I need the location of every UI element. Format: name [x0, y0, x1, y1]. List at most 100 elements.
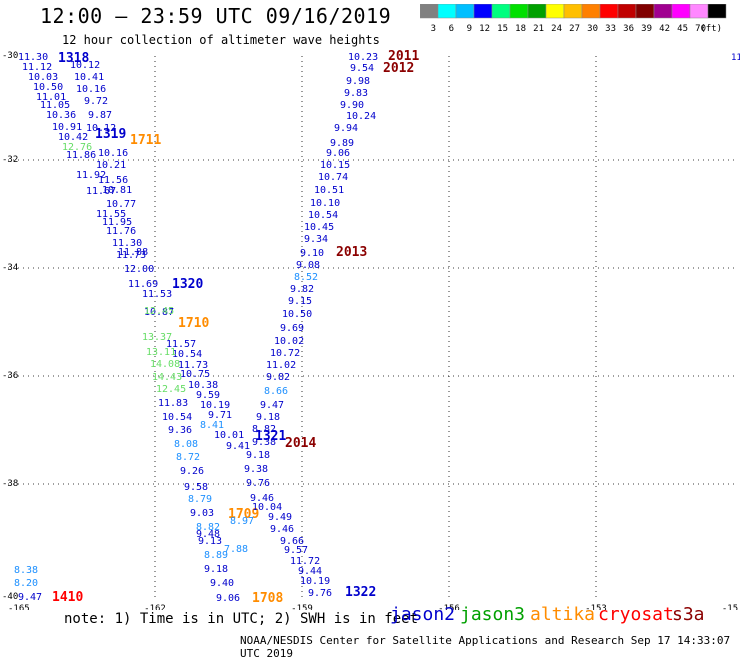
- wave-height-value: 9.48: [196, 529, 220, 540]
- lat-tick-label: -32: [2, 155, 18, 165]
- wave-height-value: 10.12: [86, 123, 116, 134]
- wave-height-value: 9.89: [330, 138, 354, 149]
- wave-height-value: 9.40: [210, 578, 234, 589]
- wave-height-value: 10.02: [274, 336, 304, 347]
- wave-height-value: 9.26: [180, 466, 204, 477]
- wave-height-value: 13.11: [146, 347, 176, 358]
- pass-id-label: 1319: [95, 127, 126, 142]
- pass-id-label: 1318: [58, 51, 89, 66]
- wave-height-value: 9.54: [350, 63, 374, 74]
- scale-label: 15: [497, 24, 508, 34]
- wave-height-value: 8.82: [252, 424, 276, 435]
- legend-cryosat: cryosat: [598, 604, 674, 625]
- wave-height-value: 9.90: [340, 100, 364, 111]
- wave-height-value: 9.82: [290, 284, 314, 295]
- scale-label: 36: [623, 24, 634, 34]
- wave-height-value: 10.74: [318, 172, 348, 183]
- wave-height-value: 11.73: [116, 250, 146, 261]
- wave-height-value: 11.69: [128, 279, 158, 290]
- wave-height-value: 12.00: [124, 264, 154, 275]
- scale-label: 70: [695, 24, 706, 34]
- wave-height-value: 10.19: [300, 576, 330, 587]
- pass-id-label: 1708: [252, 591, 283, 606]
- wave-height-value: 10.50: [33, 82, 63, 93]
- wave-height-value: 8.08: [174, 439, 198, 450]
- wave-height-value: 10.01: [214, 430, 244, 441]
- wave-height-value: 14.43: [152, 372, 182, 383]
- lon-tick-label: -153: [585, 604, 607, 610]
- wave-height-value: 9.41: [226, 441, 250, 452]
- lon-tick-label: -156: [438, 604, 460, 610]
- scale-label: 45: [677, 24, 688, 34]
- wave-height-value: 11.55: [96, 209, 126, 220]
- wave-height-value: 9.18: [256, 412, 280, 423]
- wave-height-value: 9.83: [344, 88, 368, 99]
- map-grid: [8, 56, 735, 598]
- wave-height-value: 8.82: [196, 522, 220, 533]
- wave-height-value: 9.18: [204, 564, 228, 575]
- wave-height-value: 10.42: [58, 132, 88, 143]
- pass-id-label: 2013: [336, 245, 367, 260]
- wave-height-value: 9.47: [260, 400, 284, 411]
- lat-tick-label: -40: [2, 592, 18, 602]
- pass-id-label: 2012: [383, 61, 414, 76]
- wave-height-value: 11.86: [66, 150, 96, 161]
- wave-height-value: 10.75: [180, 369, 210, 380]
- footer-credit: NOAA/NESDIS Center for Satellite Applica…: [240, 634, 731, 660]
- wave-height-value: 8.72: [176, 452, 200, 463]
- scale-label: 3: [431, 24, 436, 34]
- wave-height-value: 11.53: [142, 289, 172, 300]
- wave-height-value: 11.76: [106, 226, 136, 237]
- wave-height-value: 9.47: [18, 592, 42, 603]
- wave-height-value: 9.36: [168, 425, 192, 436]
- scale-label: 21: [533, 24, 544, 34]
- wave-height-value: 11.56: [98, 175, 128, 186]
- color-scale-legend: 3 6 9 12 15 18 21 24 27 30 33 36 39 42 45 70(ft): [420, 4, 727, 34]
- wave-height-value: 11.92: [76, 170, 106, 181]
- wave-height-value: 11.73: [178, 360, 208, 371]
- legend-altika: altika: [530, 604, 596, 625]
- wave-height-value: 10.54: [162, 412, 192, 423]
- wave-height-value: 11.57: [166, 339, 196, 350]
- wave-height-value: 10.15: [320, 160, 350, 171]
- wave-height-value: 11.05: [40, 100, 70, 111]
- page-title: 12:00 – 23:59 UTC 09/16/2019: [40, 4, 392, 28]
- wave-height-value: 12.45: [156, 384, 186, 395]
- pass-id-label: 1320: [172, 277, 203, 292]
- wave-height-value: 11.02: [266, 360, 296, 371]
- legend-jason3: jason3: [460, 604, 526, 625]
- wave-height-value: 10.23: [348, 52, 378, 63]
- page-subtitle: 12 hour collection of altimeter wave hei…: [62, 33, 380, 47]
- scale-label: 24: [551, 24, 562, 34]
- wave-height-value: 9.46: [250, 493, 274, 504]
- wave-height-value: 12.45: [144, 306, 174, 317]
- wave-height-value: 10.21: [96, 160, 126, 171]
- lat-tick-label: -38: [2, 479, 18, 489]
- wave-height-value: 9.76: [308, 588, 332, 599]
- wave-height-value: 14.08: [150, 359, 180, 370]
- wave-height-value: 11.72: [290, 556, 320, 567]
- wave-height-value: 11.30: [18, 52, 48, 63]
- wave-height-value: 9.82: [266, 372, 290, 383]
- pass-id-label: 1410: [52, 590, 83, 605]
- note-text: note: 1) Time is in UTC; 2) SWH is in fe…: [64, 611, 419, 627]
- wave-height-value: 9.59: [196, 390, 220, 401]
- legend-s3a: s3a: [672, 604, 705, 625]
- pass-id-label: 1709: [228, 507, 259, 522]
- scale-label: 27: [569, 24, 580, 34]
- wave-height-value: 7.88: [224, 544, 248, 555]
- wave-height-value: 10.77: [106, 199, 136, 210]
- wave-height-value: 9.57: [284, 545, 308, 556]
- wave-height-value: 10.04: [252, 502, 282, 513]
- wave-height-value: 8.38: [14, 565, 38, 576]
- wave-height-value: 9.15: [288, 296, 312, 307]
- wave-height-value: 9.08: [296, 260, 320, 271]
- wave-height-value: 10.54: [308, 210, 338, 221]
- wave-height-value: 9.76: [246, 478, 270, 489]
- wave-height-value: 11.95: [102, 217, 132, 228]
- pass-id-label: 2014: [285, 436, 316, 451]
- wave-height-value: 9.69: [280, 323, 304, 334]
- pass-id-label: 1321: [255, 429, 286, 444]
- lon-tick-label: -165: [8, 604, 30, 610]
